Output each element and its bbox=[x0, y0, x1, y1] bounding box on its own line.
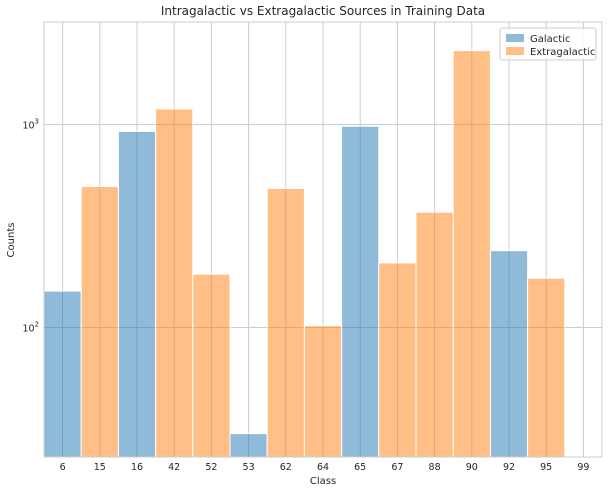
y-tick-label: 103 bbox=[22, 118, 39, 132]
x-tick-label: 62 bbox=[280, 462, 292, 473]
bar-extragalactic-90 bbox=[452, 50, 491, 458]
chart-title: Intragalactic vs Extragalactic Sources i… bbox=[161, 4, 485, 18]
bar-extragalactic-42 bbox=[155, 108, 194, 458]
legend-label-extragalactic: Extragalactic bbox=[530, 47, 595, 58]
bar-galactic-53 bbox=[229, 433, 268, 458]
y-tick-labels: 102 103 bbox=[22, 118, 39, 335]
bar-extragalactic-52 bbox=[192, 273, 231, 458]
legend-swatch-galactic bbox=[506, 34, 524, 42]
x-tick-label: 88 bbox=[429, 462, 441, 473]
bar-extragalactic-95 bbox=[527, 277, 566, 458]
bar-galactic-6 bbox=[43, 290, 82, 458]
x-tick-label: 42 bbox=[168, 462, 180, 473]
x-tick-label: 67 bbox=[391, 462, 403, 473]
x-tick-label: 90 bbox=[466, 462, 478, 473]
y-axis-label: Counts bbox=[6, 223, 17, 258]
bars bbox=[43, 50, 566, 458]
bar-extragalactic-62 bbox=[266, 187, 305, 458]
x-tick-label: 16 bbox=[131, 462, 143, 473]
legend-label-galactic: Galactic bbox=[530, 34, 570, 45]
x-tick-label: 99 bbox=[577, 462, 589, 473]
x-tick-labels: 6 15 16 42 52 53 62 64 65 67 88 90 92 95 99 bbox=[60, 462, 590, 473]
y-tick-label: 102 bbox=[22, 320, 39, 334]
x-tick-label: 65 bbox=[354, 462, 366, 473]
bar-extragalactic-67 bbox=[378, 262, 417, 458]
x-tick-label: 6 bbox=[60, 462, 66, 473]
x-tick-label: 52 bbox=[205, 462, 217, 473]
bar-galactic-16 bbox=[117, 130, 157, 458]
bar-extragalactic-15 bbox=[80, 185, 119, 458]
bar-extragalactic-88 bbox=[415, 211, 454, 458]
plot-frame bbox=[43, 21, 603, 458]
x-axis-label: Class bbox=[310, 476, 336, 487]
y-tick-exponent: 2 bbox=[35, 320, 39, 328]
x-tick-label: 92 bbox=[503, 462, 515, 473]
x-tick-label: 53 bbox=[243, 462, 255, 473]
legend: Galactic Extragalactic bbox=[499, 27, 597, 61]
bar-galactic-65 bbox=[341, 125, 380, 458]
x-tick-label: 15 bbox=[94, 462, 106, 473]
x-tick-label: 95 bbox=[540, 462, 552, 473]
y-tick-exponent: 3 bbox=[35, 118, 39, 126]
bar-extragalactic-64 bbox=[303, 325, 343, 458]
legend-swatch-extragalactic bbox=[506, 47, 524, 55]
x-tick-label: 64 bbox=[317, 462, 329, 473]
bar-galactic-92 bbox=[489, 250, 529, 458]
